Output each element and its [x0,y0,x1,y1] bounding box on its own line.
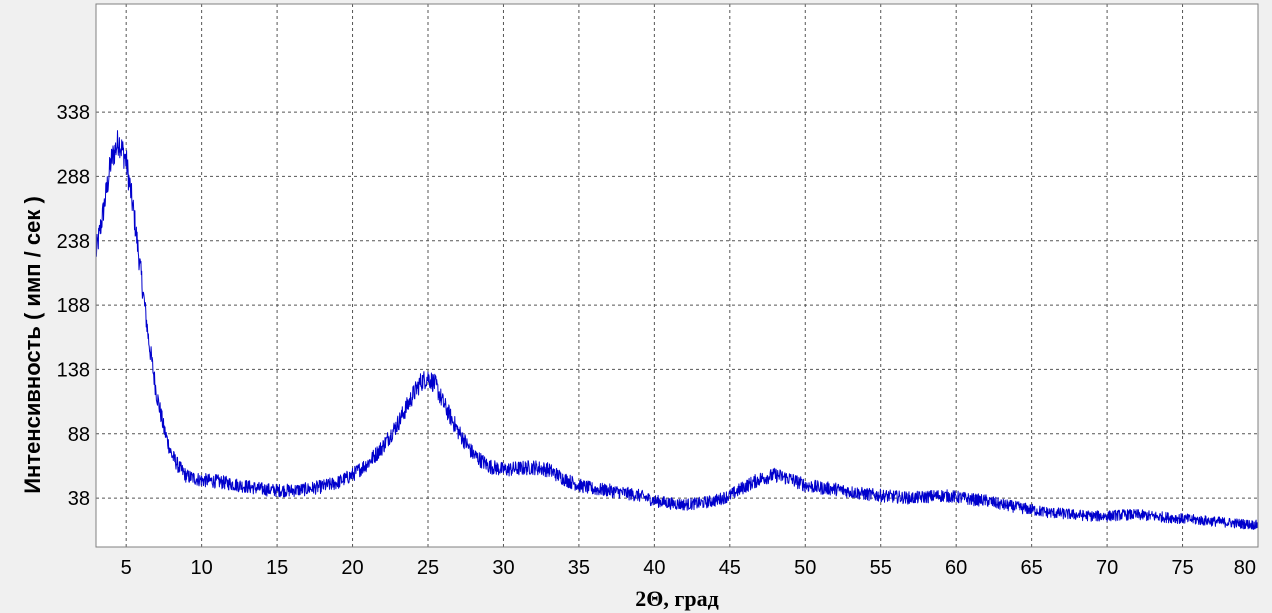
x-tick-label: 35 [568,557,590,579]
x-tick-label: 15 [266,557,288,579]
plot-frame [95,3,1259,548]
plot-background [96,4,1258,547]
y-tick-label: 88 [68,424,90,446]
y-tick-label: 188 [57,295,90,317]
x-tick-label: 20 [341,557,363,579]
x-tick-label: 80 [1234,557,1256,579]
x-tick-label: 50 [794,557,816,579]
y-tick-label: 238 [57,231,90,253]
x-tick-label: 60 [945,557,967,579]
y-tick-label: 138 [57,359,90,381]
y-axis-title: Интенсивность ( имп / сек ) [20,196,45,494]
grid [96,4,1258,547]
x-tick-label: 70 [1096,557,1118,579]
x-tick-label: 55 [870,557,892,579]
x-tick-label: 65 [1021,557,1043,579]
x-tick-label: 75 [1171,557,1193,579]
y-tick-label: 338 [57,102,90,124]
y-tick-labels: 38 88 138 188 238 288 338 [57,102,90,510]
x-tick-labels: 5 10 15 20 25 30 35 40 45 50 55 60 65 70 75 80 [121,557,1256,579]
x-tick-label: 40 [643,557,665,579]
y-tick-label: 288 [57,166,90,188]
x-tick-label: 30 [492,557,514,579]
y-tick-label: 38 [68,488,90,510]
series-layer [95,130,1259,530]
diffraction-series-line [95,130,1259,530]
x-tick-label: 25 [417,557,439,579]
x-tick-label: 10 [191,557,213,579]
x-tick-label: 45 [719,557,741,579]
x-tick-label: 5 [121,557,132,579]
x-axis-title: 2Θ, град [635,586,718,611]
